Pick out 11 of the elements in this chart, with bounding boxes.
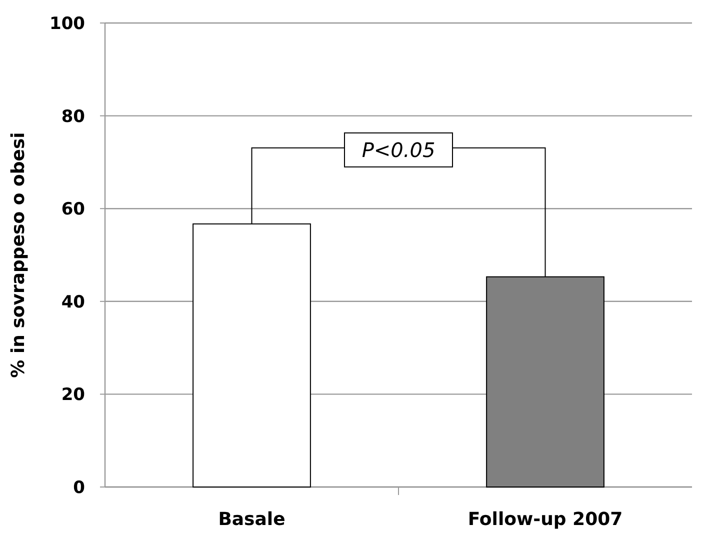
- y-tick-label: 60: [61, 200, 86, 220]
- bracket-outline: P<0.05: [251, 132, 546, 278]
- annotation: P<0.05: [362, 138, 436, 162]
- y-tick-label: 100: [50, 14, 86, 34]
- y-tick-label: 0: [73, 478, 86, 498]
- y-tick-label: 40: [61, 292, 86, 312]
- x-tick-label: Basale: [218, 509, 286, 530]
- y-tick-label: 80: [61, 106, 86, 127]
- y-tick-label: 20: [61, 385, 86, 406]
- x-tick-label: Follow-up 2007: [468, 509, 623, 530]
- y-axis-title: % in sovrappeso o obesi: [8, 132, 29, 378]
